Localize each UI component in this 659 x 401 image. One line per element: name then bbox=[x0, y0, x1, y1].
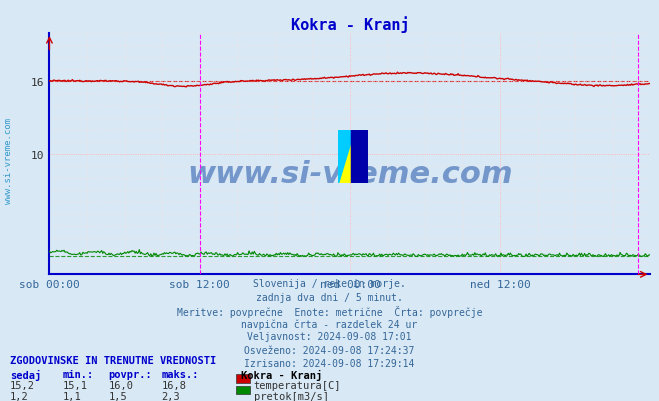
Text: min.:: min.: bbox=[63, 369, 94, 379]
Text: 2,3: 2,3 bbox=[161, 391, 180, 401]
Text: 15,1: 15,1 bbox=[63, 380, 88, 390]
Text: temperatura[C]: temperatura[C] bbox=[254, 380, 341, 390]
Text: Slovenija / reke in morje.: Slovenija / reke in morje. bbox=[253, 279, 406, 289]
Text: pretok[m3/s]: pretok[m3/s] bbox=[254, 391, 329, 401]
Text: www.si-vreme.com: www.si-vreme.com bbox=[187, 159, 513, 188]
Text: 15,2: 15,2 bbox=[10, 380, 35, 390]
Text: Kokra - Kranj: Kokra - Kranj bbox=[241, 369, 322, 380]
Polygon shape bbox=[338, 131, 355, 183]
Text: 16,0: 16,0 bbox=[109, 380, 134, 390]
Text: Meritve: povprečne  Enote: metrične  Črta: povprečje: Meritve: povprečne Enote: metrične Črta:… bbox=[177, 305, 482, 317]
Polygon shape bbox=[351, 131, 368, 178]
Text: 1,1: 1,1 bbox=[63, 391, 81, 401]
Text: sedaj: sedaj bbox=[10, 369, 41, 380]
Text: ZGODOVINSKE IN TRENUTNE VREDNOSTI: ZGODOVINSKE IN TRENUTNE VREDNOSTI bbox=[10, 355, 216, 365]
Text: 1,2: 1,2 bbox=[10, 391, 28, 401]
Text: 1,5: 1,5 bbox=[109, 391, 127, 401]
Text: Izrisano: 2024-09-08 17:29:14: Izrisano: 2024-09-08 17:29:14 bbox=[244, 358, 415, 368]
Text: Veljavnost: 2024-09-08 17:01: Veljavnost: 2024-09-08 17:01 bbox=[247, 332, 412, 342]
Text: Osveženo: 2024-09-08 17:24:37: Osveženo: 2024-09-08 17:24:37 bbox=[244, 345, 415, 355]
Text: povpr.:: povpr.: bbox=[109, 369, 152, 379]
Title: Kokra - Kranj: Kokra - Kranj bbox=[291, 16, 409, 33]
Polygon shape bbox=[338, 131, 368, 183]
Polygon shape bbox=[351, 131, 368, 183]
Text: www.si-vreme.com: www.si-vreme.com bbox=[4, 117, 13, 203]
Text: maks.:: maks.: bbox=[161, 369, 199, 379]
Text: 16,8: 16,8 bbox=[161, 380, 186, 390]
Text: navpična črta - razdelek 24 ur: navpična črta - razdelek 24 ur bbox=[241, 318, 418, 329]
Text: zadnja dva dni / 5 minut.: zadnja dva dni / 5 minut. bbox=[256, 292, 403, 302]
